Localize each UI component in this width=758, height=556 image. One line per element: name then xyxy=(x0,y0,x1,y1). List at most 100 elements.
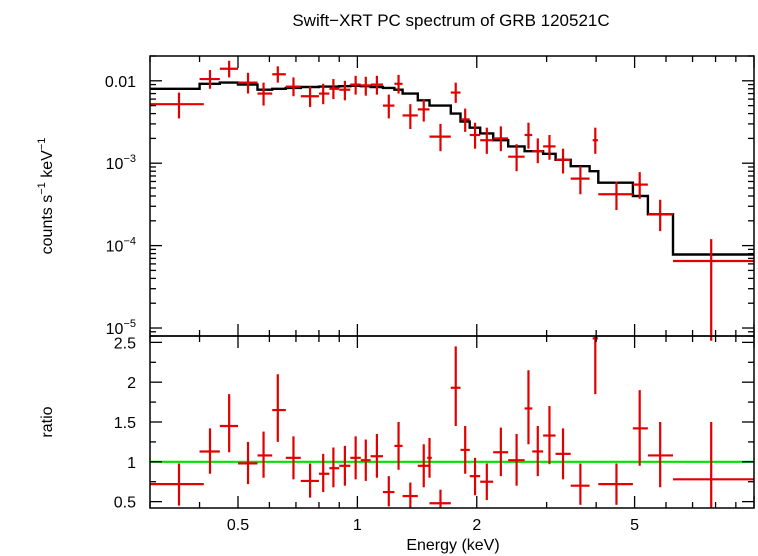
ratio-y-tick-label: 2.5 xyxy=(114,335,136,352)
ratio-y-tick-label: 1 xyxy=(127,455,136,472)
spectrum-data-point xyxy=(370,75,383,95)
ratio-y-tick-label: 0.5 xyxy=(114,495,136,512)
spectrum-data-point xyxy=(417,99,430,122)
spectrum-data-point xyxy=(199,70,220,89)
y-tick-base: 10 xyxy=(106,239,124,256)
spectrum-data-point xyxy=(598,181,633,211)
y-tick-label: 10−5 xyxy=(106,318,136,338)
ratio-data-point xyxy=(493,427,509,477)
spectrum-data-point xyxy=(508,144,525,172)
ratio-data-point xyxy=(450,346,461,426)
ratio-data-point xyxy=(417,444,430,488)
ratio-data-point xyxy=(427,437,432,478)
spectrum-data-point xyxy=(480,127,494,154)
x-tick-label: 5 xyxy=(630,517,639,534)
ratio-y-ticks: 0.5 1 1.5 2 2.5 xyxy=(114,335,754,512)
y-tick-base: 10 xyxy=(106,321,124,338)
y-tick-exponent: −4 xyxy=(123,236,136,248)
ratio-data-point xyxy=(300,463,319,498)
ratio-data-point xyxy=(237,441,258,485)
ratio-data-point xyxy=(508,433,525,486)
ratio-y-axis-label: ratio xyxy=(39,406,56,437)
spectrum-data-point xyxy=(460,108,470,132)
x-axis-label: Energy (keV) xyxy=(406,537,499,554)
ratio-data-point xyxy=(257,431,273,478)
ratio-y-tick-label: 2 xyxy=(127,375,136,392)
y-label-main: counts s xyxy=(39,195,56,255)
ratio-data-point xyxy=(598,463,633,505)
spectrum-data-point xyxy=(350,75,361,95)
spectrum-x-ticks xyxy=(149,56,755,336)
spectrum-data-point xyxy=(632,172,648,199)
spectrum-data-point xyxy=(237,72,258,94)
ratio-data-point xyxy=(555,428,571,480)
ratio-data-point xyxy=(469,457,481,496)
ratio-plot-frame xyxy=(149,335,755,509)
spectrum-data-points xyxy=(150,60,754,341)
y-label-sup2: −1 xyxy=(36,138,48,151)
ratio-data-point xyxy=(673,422,754,508)
ratio-data-point xyxy=(285,436,301,480)
spectrum-data-point xyxy=(382,94,395,119)
ratio-data-point xyxy=(199,428,220,474)
x-tick-label: 2 xyxy=(472,517,481,534)
spectrum-data-point xyxy=(329,79,340,100)
spectrum-data-point xyxy=(402,104,418,130)
spectrum-data-point xyxy=(300,86,319,108)
ratio-data-points xyxy=(150,336,754,508)
spectrum-data-point xyxy=(318,83,330,105)
spectrum-data-point xyxy=(394,74,403,94)
y-tick-base: 10 xyxy=(106,156,124,173)
spectrum-data-point xyxy=(493,126,509,152)
model-step-line xyxy=(150,81,754,256)
ratio-data-point xyxy=(429,489,451,508)
ratio-data-point xyxy=(382,476,395,507)
spectrum-plot-frame xyxy=(149,55,755,337)
ratio-data-point xyxy=(402,482,418,508)
ratio-x-ticks: 0.5 1 2 5 xyxy=(149,336,755,534)
spectrum-data-point xyxy=(592,127,598,154)
spectrum-data-point xyxy=(532,138,544,164)
spectrum-data-point xyxy=(543,134,556,160)
ratio-data-point xyxy=(524,370,533,445)
ratio-data-point xyxy=(272,374,286,442)
ratio-data-point xyxy=(570,463,590,505)
spectrum-y-axis-label: counts s−1 keV−1 xyxy=(36,138,56,255)
chart-title: Swift−XRT PC spectrum of GRB 120521C xyxy=(292,11,609,30)
y-tick-exponent: −3 xyxy=(123,153,136,165)
ratio-data-point xyxy=(360,439,371,481)
spectrum-data-point xyxy=(272,66,286,83)
ratio-data-point xyxy=(370,433,383,478)
ratio-data-point xyxy=(339,445,351,486)
y-label-mid: keV xyxy=(39,150,56,182)
spectrum-data-point xyxy=(257,82,273,106)
ratio-data-point xyxy=(350,436,361,480)
ratio-data-point xyxy=(480,463,494,501)
y-tick-label: 10−4 xyxy=(106,236,136,256)
spectrum-data-point xyxy=(150,92,204,119)
ratio-data-point xyxy=(329,447,340,488)
spectrum-data-point xyxy=(555,148,571,174)
ratio-data-point xyxy=(532,425,544,477)
ratio-data-point xyxy=(394,422,403,470)
y-tick-label: 0.01 xyxy=(105,74,136,91)
spectrum-data-point xyxy=(450,82,461,103)
spectrum-data-point xyxy=(219,60,238,78)
y-label-sup1: −1 xyxy=(36,182,48,195)
spectrum-data-point xyxy=(285,77,301,97)
ratio-panel: 0.5 1 1.5 2 2.5 0.5 1 2 5 ratio Energy (keV) xyxy=(39,335,755,554)
ratio-y-tick-label: 1.5 xyxy=(114,415,136,432)
ratio-data-point xyxy=(632,390,648,466)
y-tick-label: 10−3 xyxy=(106,153,136,173)
ratio-data-point xyxy=(592,336,598,395)
spectrum-data-point xyxy=(360,76,371,96)
spectrum-data-point xyxy=(339,80,351,101)
x-tick-label: 1 xyxy=(353,517,362,534)
y-tick-base: 0.01 xyxy=(105,74,136,91)
model-curve xyxy=(150,81,754,256)
ratio-data-point xyxy=(219,394,238,453)
spectrum-data-point xyxy=(570,166,590,195)
spectrum-data-point xyxy=(673,239,754,341)
